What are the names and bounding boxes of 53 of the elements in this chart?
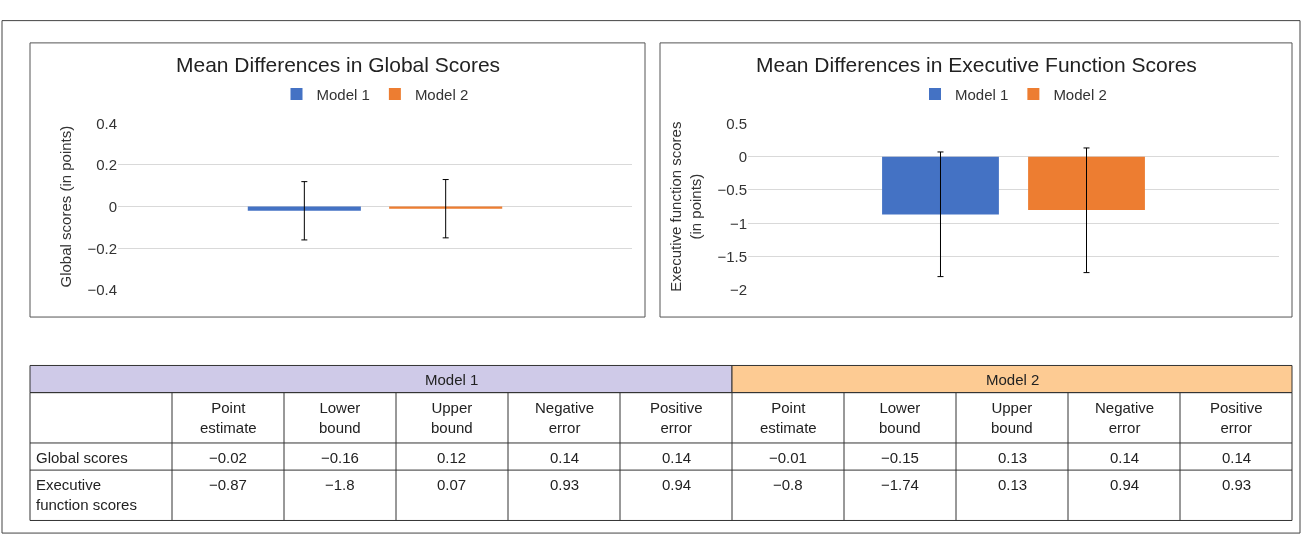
category-label: Positive error xyxy=(650,399,703,436)
text: 0.14 xyxy=(550,449,580,466)
y-tick-label: −0.5 xyxy=(717,181,747,199)
y-axis-title: Executive function scores (in points) xyxy=(667,121,704,292)
y-tick-label: 0.5 xyxy=(726,114,747,132)
category-label: Executive function scores xyxy=(36,476,137,513)
category-label: Global scores xyxy=(36,449,128,466)
text: Model 1 xyxy=(425,371,479,388)
text: −0.8 xyxy=(773,476,803,493)
text: 0.14 xyxy=(662,449,692,466)
category-label: Upper bound xyxy=(431,399,473,436)
text: −0.02 xyxy=(209,449,247,466)
text: 0.13 xyxy=(998,476,1028,493)
chart-title: Mean Differences in Global Scores xyxy=(176,53,501,76)
category-label: Point estimate xyxy=(760,399,817,436)
text: −1.74 xyxy=(881,476,919,493)
text: −0.15 xyxy=(881,449,919,466)
legend-label: Model 1 xyxy=(955,85,1009,103)
legend-label: Model 2 xyxy=(414,85,469,103)
text: 0.94 xyxy=(662,476,692,493)
y-tick-label: 0.4 xyxy=(96,114,117,132)
y-tick-label: 0 xyxy=(108,197,117,215)
category-label: Point estimate xyxy=(200,399,257,436)
text: −0.01 xyxy=(769,449,807,466)
text: 0.93 xyxy=(550,476,580,493)
category-label: Lower bound xyxy=(319,399,361,436)
category-label: Negative error xyxy=(1095,399,1155,436)
category-label: Positive error xyxy=(1210,399,1263,436)
text: 0.13 xyxy=(998,449,1028,466)
text: 0.14 xyxy=(1222,449,1252,466)
y-tick-label: −1 xyxy=(729,214,747,232)
text: Model 2 xyxy=(986,371,1040,388)
y-tick-label: 0 xyxy=(738,147,747,165)
chart-title: Mean Differences in Executive Function Scores xyxy=(756,53,1197,76)
y-tick-label: −1.5 xyxy=(717,247,747,265)
text: 0.07 xyxy=(437,476,467,493)
category-label: Upper bound xyxy=(991,399,1033,436)
text: 0.93 xyxy=(1222,476,1252,493)
text: 0.94 xyxy=(1110,476,1140,493)
text: 0.14 xyxy=(1110,449,1140,466)
y-axis-title: Global scores (in points) xyxy=(56,125,74,288)
y-tick-label: −0.4 xyxy=(87,281,117,299)
legend-label: Model 1 xyxy=(316,85,370,103)
legend-label: Model 2 xyxy=(1053,85,1107,103)
category-label: Lower bound xyxy=(879,399,921,436)
text: −1.8 xyxy=(325,476,355,493)
y-tick-label: −2 xyxy=(729,281,747,299)
y-tick-label: 0.2 xyxy=(96,156,117,174)
text: 0.12 xyxy=(437,449,467,466)
text: −0.87 xyxy=(209,476,247,493)
y-tick-label: −0.2 xyxy=(87,239,117,257)
text: −0.16 xyxy=(321,449,359,466)
category-label: Negative error xyxy=(535,399,595,436)
